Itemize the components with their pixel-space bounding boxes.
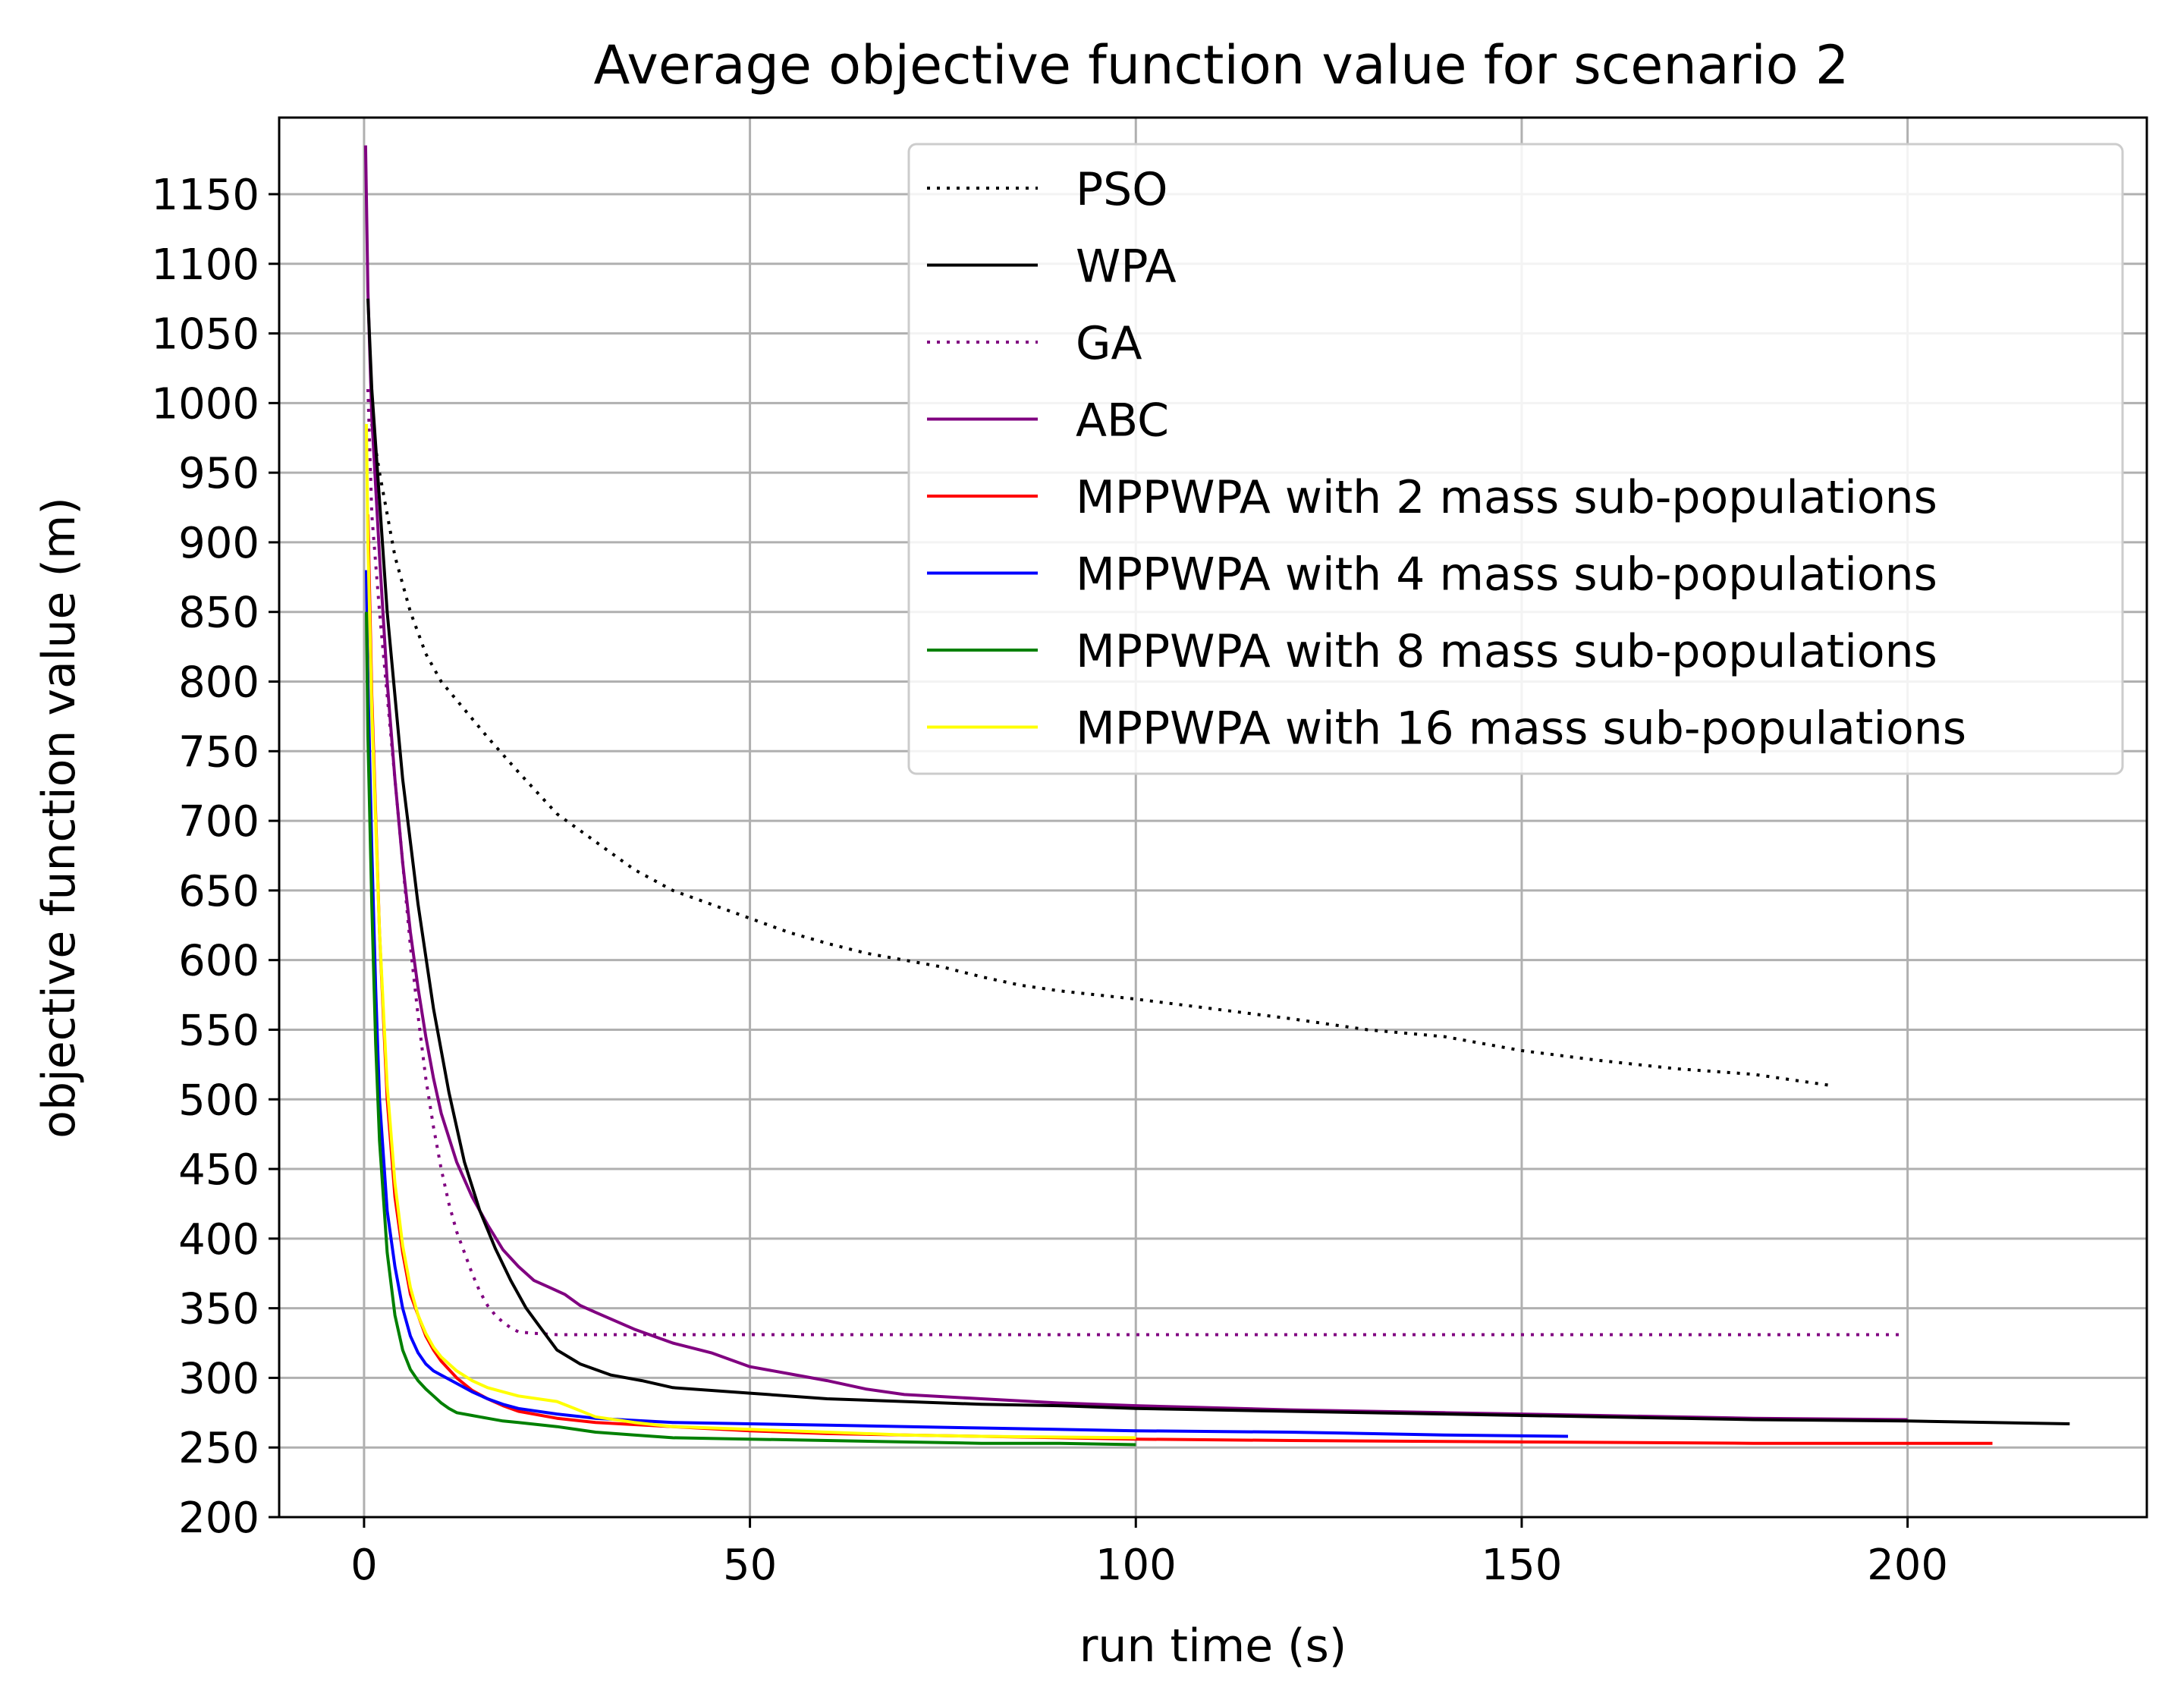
legend-label: WPA <box>1076 240 1177 294</box>
series-line-mppwpa-with-8-mass-sub-populations <box>365 611 1136 1447</box>
y-tick-label: 400 <box>178 1215 259 1265</box>
y-tick-label: 550 <box>178 1006 259 1055</box>
axis-ticks: 0 50 100 150 200 200 250 300 350 400 450 500 550 600 6… <box>151 171 1948 1590</box>
x-tick-label: 50 <box>723 1541 777 1590</box>
plot-frame <box>278 116 2148 1519</box>
series-line-abc <box>363 145 1908 1422</box>
legend-label: MPPWPA with 4 mass sub-populations <box>1076 548 1937 602</box>
series-lines <box>363 145 2070 1447</box>
series-line-pso <box>370 423 1831 1087</box>
y-tick-label: 600 <box>178 937 259 986</box>
y-tick-label: 450 <box>178 1145 259 1195</box>
x-tick-label: 100 <box>1095 1541 1177 1590</box>
series-line-wpa <box>366 298 2070 1425</box>
y-axis-title: objective function value (m) <box>33 497 86 1138</box>
y-tick-label: 700 <box>178 797 259 847</box>
y-tick-label: 1100 <box>151 240 259 290</box>
series-line-mppwpa-with-16-mass-sub-populations <box>365 423 1136 1440</box>
y-tick-label: 350 <box>178 1285 259 1334</box>
y-tick-label: 1000 <box>151 379 259 429</box>
legend-box <box>907 143 2124 775</box>
x-axis-title: run time (s) <box>1079 1620 1347 1673</box>
x-tick-label: 200 <box>1867 1541 1948 1590</box>
y-tick-label: 900 <box>178 519 259 568</box>
y-tick-label: 750 <box>178 727 259 777</box>
y-tick-label: 650 <box>178 867 259 916</box>
legend-label: MPPWPA with 16 mass sub-populations <box>1076 702 1966 756</box>
y-tick-label: 300 <box>178 1354 259 1403</box>
x-tick-label: 150 <box>1481 1541 1562 1590</box>
y-tick-label: 950 <box>178 449 259 498</box>
series-line-mppwpa-with-4-mass-sub-populations <box>365 570 1569 1438</box>
y-tick-label: 200 <box>178 1494 259 1543</box>
y-tick-label: 800 <box>178 658 259 708</box>
y-tick-label: 1050 <box>151 310 259 360</box>
legend: PSO WPA GA ABC MPPWPA with 2 mass sub-popula… <box>907 143 2124 775</box>
legend-label: PSO <box>1076 163 1168 216</box>
y-tick-label: 500 <box>178 1076 259 1125</box>
legend-label: ABC <box>1076 394 1169 448</box>
chart-title: Average objective function value for sce… <box>594 34 1849 96</box>
legend-label: MPPWPA with 2 mass sub-populations <box>1076 471 1937 524</box>
x-tick-label: 0 <box>350 1541 378 1590</box>
y-tick-label: 250 <box>178 1424 259 1473</box>
legend-label: GA <box>1076 317 1142 370</box>
y-tick-label: 1150 <box>151 171 259 220</box>
y-tick-label: 850 <box>178 589 259 638</box>
legend-label: MPPWPA with 8 mass sub-populations <box>1076 625 1937 678</box>
